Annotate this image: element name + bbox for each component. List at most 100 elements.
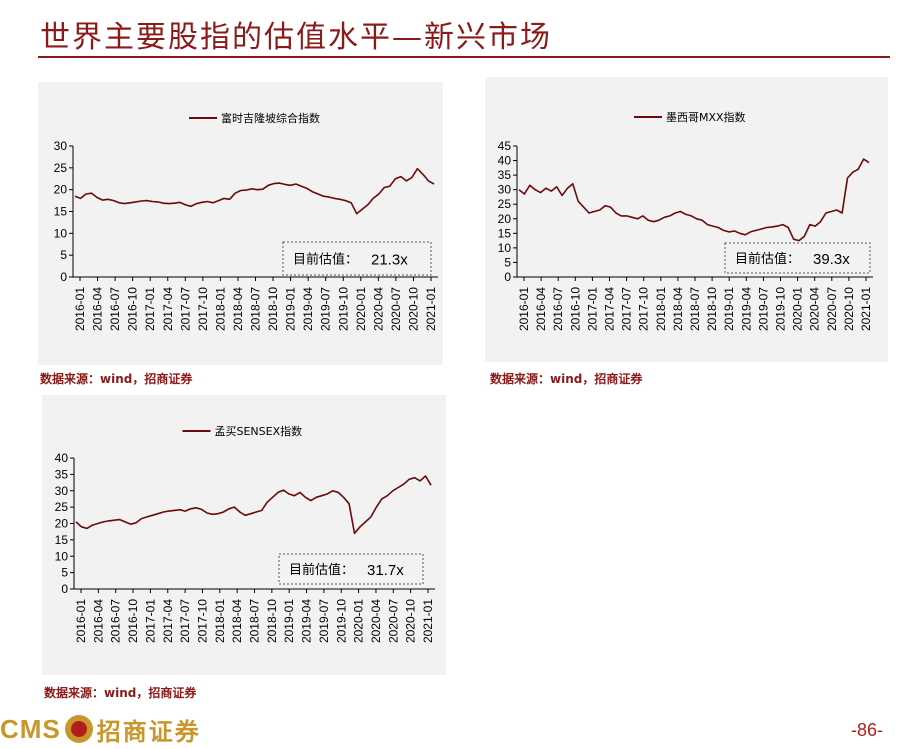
page-number: -86- (850, 720, 883, 740)
legend-label: 孟买SENSEX指数 (215, 424, 303, 438)
x-tick-label: 2017-04 (161, 287, 175, 331)
y-tick-label: 10 (54, 226, 68, 240)
chart-panel-klci: 富时吉隆坡综合指数 0 5 10 15 20 25 30 2016-01 2016-04 2016-… (38, 82, 443, 365)
x-tick-label: 2019-07 (319, 287, 333, 331)
x-tick-label: 2020-04 (369, 599, 383, 643)
chart-panel-sensex: 孟买SENSEX指数 0 5 10 15 20 25 30 35 40 2016-01 2016-04… (42, 395, 446, 675)
y-tick-label: 20 (55, 517, 69, 531)
title-rule (38, 56, 890, 58)
x-tick-label: 2017-01 (585, 287, 599, 331)
x-tick-label: 2020-07 (389, 287, 403, 331)
x-tick-label: 2020-07 (386, 599, 400, 643)
x-tick-label: 2019-10 (336, 287, 350, 331)
y-tick-label: 0 (504, 270, 511, 284)
current-value-box (724, 242, 871, 274)
y-tick-label: 5 (61, 566, 68, 580)
legend-label: 富时吉隆坡综合指数 (221, 111, 320, 125)
x-tick-label: 2019-01 (282, 599, 296, 643)
current-value-box (278, 553, 424, 585)
x-tick-label: 2016-10 (568, 287, 582, 331)
x-tick-label: 2019-04 (301, 287, 315, 331)
x-tick-label: 2020-04 (808, 287, 822, 331)
page-title: 世界主要股指的估值水平—新兴市场 (40, 20, 552, 55)
x-tick-label: 2017-04 (161, 599, 175, 643)
x-tick-label: 2016-07 (108, 287, 122, 331)
current-value-label: 目前估值： (735, 251, 800, 267)
source-note-sensex: 数据来源：wind，招商证券 (44, 686, 197, 700)
x-tick-label: 2018-07 (248, 599, 262, 643)
x-tick-label: 2017-01 (143, 287, 157, 331)
y-tick-label: 35 (498, 168, 512, 182)
series-line (518, 158, 870, 242)
y-tick-label: 5 (60, 248, 67, 262)
x-tick-label: 2018-07 (249, 287, 263, 331)
x-tick-label: 2017-10 (195, 599, 209, 643)
y-tick-label: 10 (55, 549, 69, 563)
y-tick-label: 30 (54, 139, 68, 153)
y-tick-label: 30 (55, 484, 69, 498)
x-tick-label: 2018-04 (230, 599, 244, 643)
x-tick-label: 2020-01 (352, 599, 366, 643)
x-tick-label: 2018-04 (671, 287, 685, 331)
x-tick-label: 2021-01 (859, 287, 873, 331)
chart-sensex: 孟买SENSEX指数 0 5 10 15 20 25 30 35 40 2016-01 2016-04… (55, 424, 435, 643)
series-line (74, 167, 435, 215)
y-tick-label: 0 (60, 270, 67, 284)
y-tick-label: 45 (498, 139, 512, 153)
logo-emblem-icon (64, 715, 93, 743)
x-tick-label: 2016-01 (517, 287, 531, 331)
x-tick-label: 2019-01 (284, 287, 298, 331)
x-tick-label: 2020-10 (842, 287, 856, 331)
y-tick-label: 15 (54, 205, 68, 219)
x-tick-label: 2021-01 (421, 599, 435, 643)
x-tick-label: 2020-01 (354, 287, 368, 331)
y-tick-label: 40 (498, 154, 512, 168)
x-tick-label: 2016-10 (126, 287, 140, 331)
source-note-mxx: 数据来源：wind，招商证券 (490, 372, 643, 386)
chart-panel-mxx: 墨西哥MXX指数 0 5 10 15 20 25 30 35 40 45 2016-01 2016-04… (485, 77, 888, 362)
x-tick-label: 2020-10 (404, 599, 418, 643)
x-tick-label: 2018-10 (266, 287, 280, 331)
x-tick-label: 2019-04 (300, 599, 314, 643)
x-tick-label: 2018-01 (654, 287, 668, 331)
x-tick-label: 2018-10 (265, 599, 279, 643)
x-tick-label: 2017-10 (637, 287, 651, 331)
x-tick-label: 2020-07 (825, 287, 839, 331)
x-tick-label: 2018-01 (213, 599, 227, 643)
x-tick-label: 2016-04 (91, 287, 105, 331)
x-tick-label: 2016-04 (91, 599, 105, 643)
y-tick-label: 20 (498, 212, 512, 226)
x-tick-label: 2021-01 (424, 287, 438, 331)
x-tick-label: 2020-01 (791, 287, 805, 331)
x-tick-label: 2019-04 (739, 287, 753, 331)
logo-cms-text: CMS (0, 713, 61, 744)
y-tick-label: 25 (55, 500, 69, 514)
x-tick-label: 2017-04 (603, 287, 617, 331)
x-tick-label: 2016-07 (109, 599, 123, 643)
x-tick-label: 2016-04 (534, 287, 548, 331)
x-tick-label: 2019-01 (722, 287, 736, 331)
x-tick-label: 2016-01 (74, 599, 88, 643)
y-tick-label: 35 (55, 467, 69, 481)
x-tick-label: 2016-01 (73, 287, 87, 331)
x-tick-label: 2018-04 (231, 287, 245, 331)
x-tick-label: 2019-07 (756, 287, 770, 331)
x-tick-label: 2019-07 (317, 599, 331, 643)
x-tick-label: 2017-07 (620, 287, 634, 331)
current-value-label: 目前估值： (289, 562, 354, 578)
series-line (75, 475, 432, 535)
current-value-box (282, 241, 432, 276)
current-value-number: 31.7x (367, 562, 404, 579)
cms-logo: CMS 招商证券 (0, 712, 201, 746)
current-value-number: 21.3x (371, 252, 408, 269)
x-tick-label: 2017-10 (196, 287, 210, 331)
x-tick-label: 2019-10 (774, 287, 788, 331)
x-tick-label: 2018-07 (688, 287, 702, 331)
x-tick-label: 2016-07 (551, 287, 565, 331)
y-tick-label: 0 (61, 582, 68, 596)
y-tick-label: 40 (55, 451, 69, 465)
current-value-number: 39.3x (813, 251, 850, 268)
source-note-klci: 数据来源：wind，招商证券 (40, 372, 193, 386)
